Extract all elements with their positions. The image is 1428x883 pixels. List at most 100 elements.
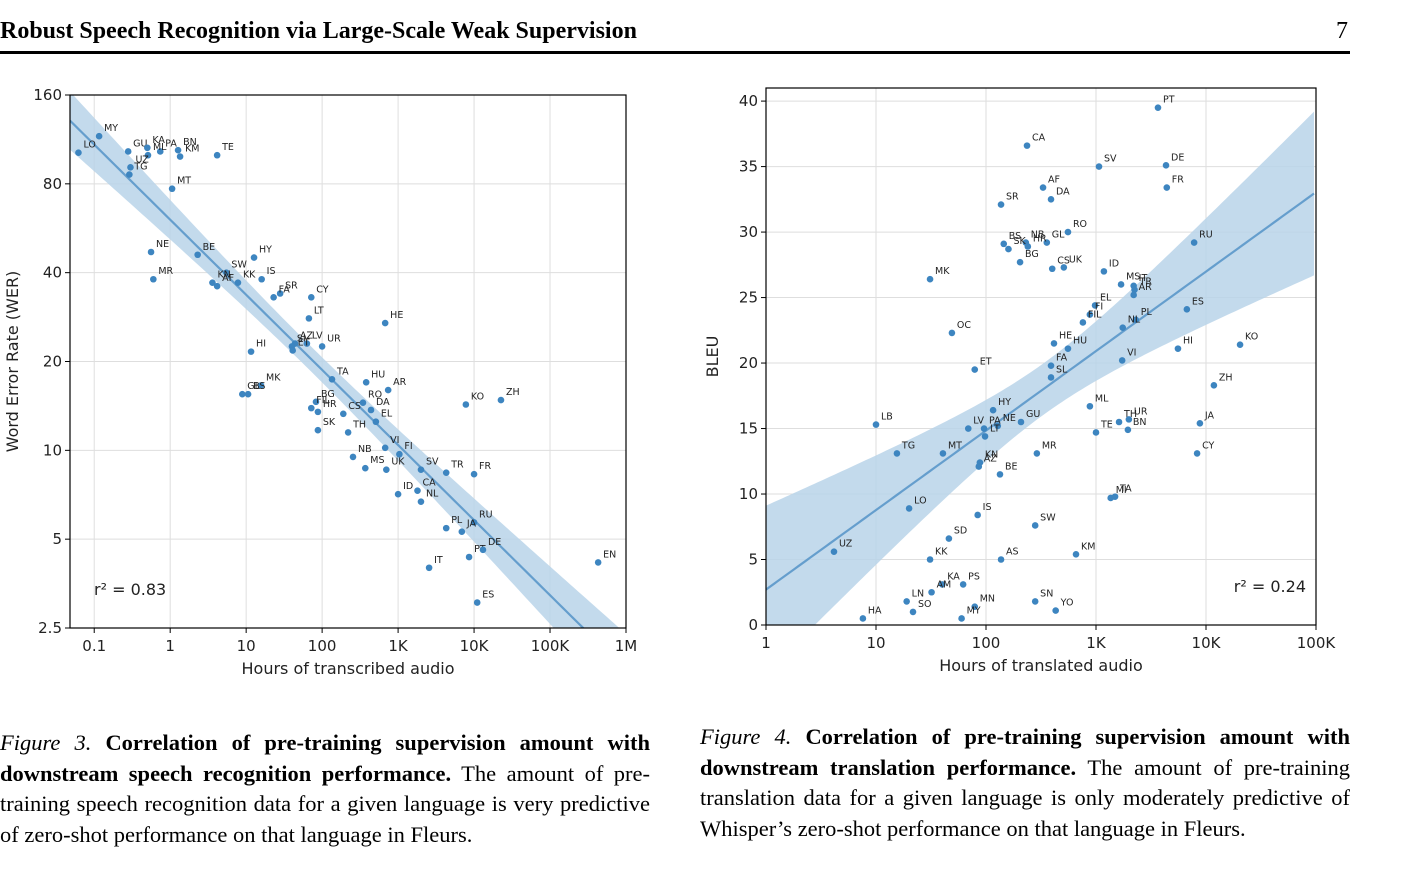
point [276,290,284,297]
point-label: TE [1100,419,1113,430]
point [1039,184,1047,191]
point-label: SO [918,599,932,610]
point-label: EL [1100,292,1112,303]
point-label: KK [935,547,948,558]
y-tick-label: 40 [739,92,758,110]
point [1079,319,1087,326]
point-label: RO [368,390,382,401]
x-tick-label: 1 [761,634,771,652]
point-label: TG [901,440,915,451]
point-label: KA [947,571,960,582]
point-label: UR [327,333,341,344]
point [1125,416,1133,423]
point-label: MR [158,266,173,277]
r-squared: r² = 0.83 [94,580,166,599]
point [1031,522,1039,529]
point [1163,184,1171,191]
point-label: YO [1060,598,1074,609]
point [1119,324,1127,331]
point-label: SV [426,457,439,468]
point [470,519,478,526]
point [1016,258,1024,266]
y-tick-label: 5 [748,551,758,569]
point [194,251,201,259]
point [244,390,252,398]
point-label: CA [422,478,436,489]
point [971,603,979,610]
point-label: PL [1141,307,1153,318]
point [383,466,390,473]
plot: 1 10 100 1K 10K 100K 0 5 10 15 20 25 30 35 40 PT CA SV DE F… [703,87,1336,675]
point [126,171,133,178]
point-label: MY [104,123,118,134]
point-label: HU [371,369,385,380]
point-label: CY [1202,440,1214,451]
point-label: ES [1192,296,1204,307]
point [458,528,466,535]
point [289,347,297,354]
point-label: BE [203,242,216,253]
point-label: IT [1139,273,1148,284]
point-label: FIL [1088,309,1102,320]
point-label: BN [1133,417,1147,428]
point [359,399,367,407]
point [124,148,132,155]
point-label: LO [914,495,926,506]
point [1174,345,1182,352]
point-label: MS [370,455,384,466]
point-label: IS [983,502,992,513]
point-label: AF [1048,175,1060,186]
point [305,315,313,322]
point [1005,245,1012,253]
point [1210,382,1218,389]
point [340,410,347,418]
caption-text: The amount of pre-training translation d… [700,754,1350,841]
point [971,366,979,373]
point [239,390,246,398]
point-label: LV [312,331,323,342]
point [1130,291,1137,299]
point-label: SL [297,333,309,344]
caption: Figure 4. Correlation of pre-training su… [700,722,1350,844]
point-label: DA [376,397,390,408]
point [1000,240,1008,248]
point [1190,239,1198,246]
point [247,348,255,355]
point-label: MS [1126,271,1140,282]
point [1124,426,1132,434]
point [425,564,433,572]
point-label: MK [935,266,950,277]
point-label: FA [279,284,291,295]
point-label: BN [183,137,197,148]
point [127,164,134,171]
point [75,149,82,156]
point-label: KO [1245,332,1258,343]
point-label: MN [980,594,995,605]
x-axis-title: Hours of transcribed audio [242,659,455,678]
point [1017,418,1025,426]
point-label: RO [1073,219,1087,230]
point-label: PS [968,571,980,582]
point-label: SW [1040,512,1056,523]
point [314,408,322,416]
y-axis-title: Word Error Rate (WER) [3,271,22,453]
y-axis-title: BLEU [703,336,722,378]
plot-frame [765,87,1317,626]
x-tick-label: 1M [615,637,638,655]
point [1031,598,1039,605]
point-label: TR [450,460,464,471]
point [312,398,320,406]
point [1100,268,1108,275]
point [926,275,934,283]
plot-frame [69,94,627,629]
point-label: OC [957,320,971,331]
point [1117,281,1125,288]
point [1052,607,1059,614]
point [909,608,917,616]
point-label: ID [403,481,413,492]
point-label: MT [177,176,191,187]
point-label: HU [1073,336,1087,347]
point-label: GU [1026,409,1040,420]
x-tick-label: 100 [308,637,337,655]
